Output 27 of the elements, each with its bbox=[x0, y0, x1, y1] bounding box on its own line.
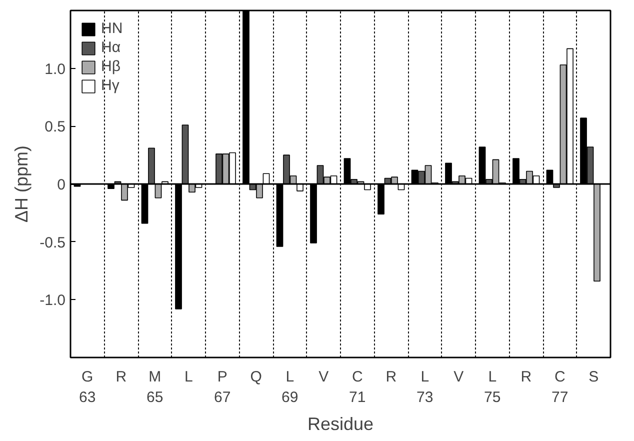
x-tick-label: R bbox=[520, 368, 532, 386]
x-tick-label: P 67 bbox=[214, 368, 231, 406]
y-tick-label: 0.5 bbox=[44, 118, 66, 136]
x-tick-label: L 75 bbox=[484, 368, 501, 406]
legend-label: Hα bbox=[101, 39, 121, 56]
x-tick-label: L bbox=[184, 368, 193, 386]
x-axis-title: Residue bbox=[307, 414, 374, 434]
y-axis-title: ΔH (ppm) bbox=[12, 145, 32, 223]
x-tick-label: L 69 bbox=[282, 368, 298, 406]
x-tick-label: R bbox=[116, 368, 127, 386]
x-tick-label: V bbox=[454, 368, 464, 386]
y-tick-label: 1.0 bbox=[44, 60, 66, 78]
y-tick-label: -1.0 bbox=[40, 292, 66, 310]
legend-label: Hγ bbox=[101, 77, 120, 94]
x-tick-label: Q bbox=[250, 368, 262, 386]
x-tick-label: G 63 bbox=[79, 368, 96, 406]
x-tick-label: L 73 bbox=[416, 368, 434, 406]
y-tick-label: -0.5 bbox=[40, 234, 66, 252]
x-tick-label: C 77 bbox=[552, 368, 568, 406]
y-tick-label: 0 bbox=[57, 176, 66, 194]
legend-label: HN bbox=[101, 20, 123, 37]
x-tick-label: R bbox=[386, 368, 397, 386]
x-tick-label: V bbox=[318, 368, 329, 386]
x-tick-label: C 71 bbox=[349, 368, 366, 406]
x-tick-label: M 65 bbox=[146, 368, 164, 406]
x-tick-label: S bbox=[588, 368, 599, 386]
legend-label: Hβ bbox=[101, 58, 121, 75]
